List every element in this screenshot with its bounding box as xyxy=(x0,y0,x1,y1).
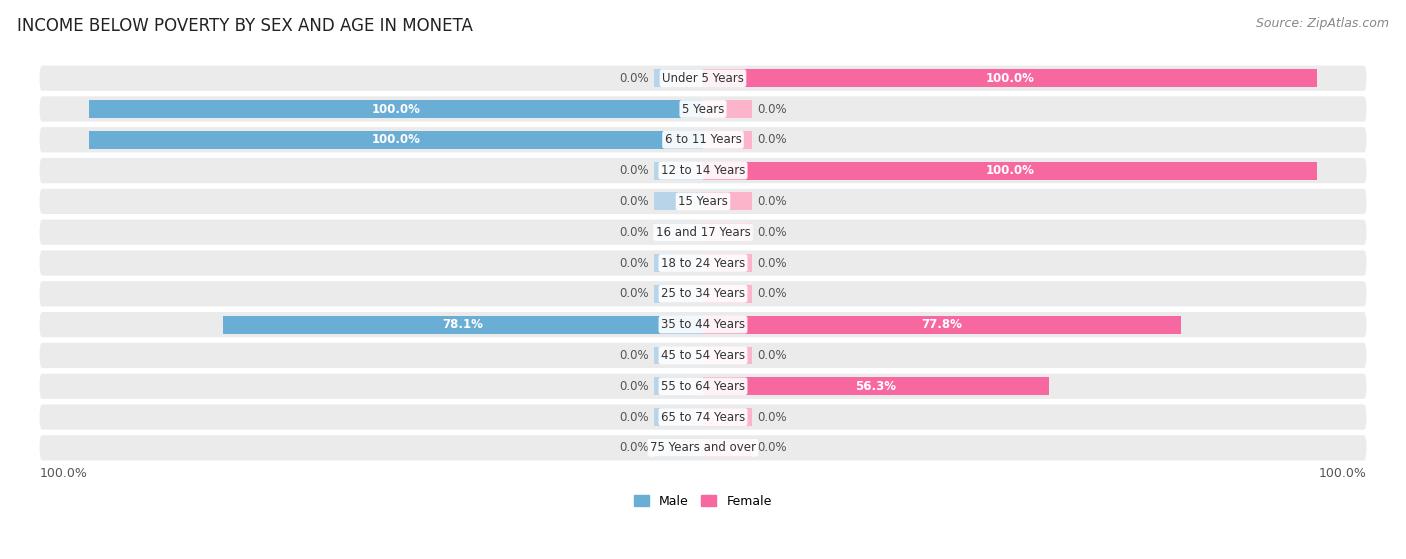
Text: 0.0%: 0.0% xyxy=(756,410,787,424)
Text: 35 to 44 Years: 35 to 44 Years xyxy=(661,318,745,331)
Text: 0.0%: 0.0% xyxy=(619,410,650,424)
Text: 15 Years: 15 Years xyxy=(678,195,728,208)
Bar xyxy=(654,254,703,272)
Text: 100.0%: 100.0% xyxy=(1319,467,1367,480)
Text: 75 Years and over: 75 Years and over xyxy=(650,442,756,454)
Text: 0.0%: 0.0% xyxy=(619,349,650,362)
Text: 78.1%: 78.1% xyxy=(443,318,484,331)
Bar xyxy=(703,131,752,149)
Bar xyxy=(703,316,1181,334)
Text: 0.0%: 0.0% xyxy=(756,226,787,239)
Text: 100.0%: 100.0% xyxy=(39,467,87,480)
Text: 25 to 34 Years: 25 to 34 Years xyxy=(661,287,745,300)
Text: 100.0%: 100.0% xyxy=(371,133,420,146)
Bar xyxy=(654,162,703,179)
Text: Source: ZipAtlas.com: Source: ZipAtlas.com xyxy=(1256,17,1389,30)
Bar xyxy=(654,285,703,303)
FancyBboxPatch shape xyxy=(39,343,1367,368)
Text: INCOME BELOW POVERTY BY SEX AND AGE IN MONETA: INCOME BELOW POVERTY BY SEX AND AGE IN M… xyxy=(17,17,472,35)
Text: 0.0%: 0.0% xyxy=(619,380,650,393)
Bar xyxy=(654,377,703,395)
Bar xyxy=(224,316,703,334)
Bar xyxy=(703,100,752,118)
Bar xyxy=(654,192,703,210)
Text: 0.0%: 0.0% xyxy=(619,442,650,454)
FancyBboxPatch shape xyxy=(39,250,1367,276)
FancyBboxPatch shape xyxy=(39,96,1367,122)
Text: 5 Years: 5 Years xyxy=(682,102,724,116)
Text: 0.0%: 0.0% xyxy=(619,287,650,300)
Text: 0.0%: 0.0% xyxy=(619,195,650,208)
Bar xyxy=(654,439,703,457)
Bar xyxy=(654,69,703,87)
Bar xyxy=(89,131,703,149)
FancyBboxPatch shape xyxy=(39,220,1367,245)
Text: 77.8%: 77.8% xyxy=(921,318,962,331)
Text: 18 to 24 Years: 18 to 24 Years xyxy=(661,257,745,269)
Bar xyxy=(703,162,1317,179)
Text: Under 5 Years: Under 5 Years xyxy=(662,72,744,85)
FancyBboxPatch shape xyxy=(39,435,1367,461)
Text: 45 to 54 Years: 45 to 54 Years xyxy=(661,349,745,362)
Text: 0.0%: 0.0% xyxy=(619,164,650,177)
Bar xyxy=(654,223,703,241)
Text: 0.0%: 0.0% xyxy=(756,195,787,208)
Bar xyxy=(703,377,1049,395)
Bar xyxy=(703,223,752,241)
Bar xyxy=(703,192,752,210)
FancyBboxPatch shape xyxy=(39,158,1367,183)
Text: 0.0%: 0.0% xyxy=(756,349,787,362)
Bar xyxy=(703,439,752,457)
Bar xyxy=(703,347,752,364)
FancyBboxPatch shape xyxy=(39,312,1367,337)
FancyBboxPatch shape xyxy=(39,65,1367,91)
FancyBboxPatch shape xyxy=(39,373,1367,399)
Text: 6 to 11 Years: 6 to 11 Years xyxy=(665,133,741,146)
Text: 0.0%: 0.0% xyxy=(756,133,787,146)
Text: 0.0%: 0.0% xyxy=(619,226,650,239)
FancyBboxPatch shape xyxy=(39,404,1367,430)
FancyBboxPatch shape xyxy=(39,189,1367,214)
Bar xyxy=(654,347,703,364)
Bar xyxy=(703,69,1317,87)
Text: 0.0%: 0.0% xyxy=(756,257,787,269)
Bar xyxy=(703,408,752,426)
Text: 100.0%: 100.0% xyxy=(986,72,1035,85)
Text: 0.0%: 0.0% xyxy=(756,442,787,454)
Legend: Male, Female: Male, Female xyxy=(630,490,776,513)
FancyBboxPatch shape xyxy=(39,127,1367,153)
Text: 100.0%: 100.0% xyxy=(371,102,420,116)
Text: 65 to 74 Years: 65 to 74 Years xyxy=(661,410,745,424)
Text: 55 to 64 Years: 55 to 64 Years xyxy=(661,380,745,393)
Text: 100.0%: 100.0% xyxy=(986,164,1035,177)
Bar xyxy=(654,408,703,426)
Text: 16 and 17 Years: 16 and 17 Years xyxy=(655,226,751,239)
Bar xyxy=(89,100,703,118)
Text: 0.0%: 0.0% xyxy=(619,72,650,85)
Text: 56.3%: 56.3% xyxy=(855,380,897,393)
Text: 0.0%: 0.0% xyxy=(619,257,650,269)
Bar xyxy=(703,285,752,303)
Text: 0.0%: 0.0% xyxy=(756,287,787,300)
Text: 12 to 14 Years: 12 to 14 Years xyxy=(661,164,745,177)
Text: 0.0%: 0.0% xyxy=(756,102,787,116)
FancyBboxPatch shape xyxy=(39,281,1367,306)
Bar xyxy=(703,254,752,272)
